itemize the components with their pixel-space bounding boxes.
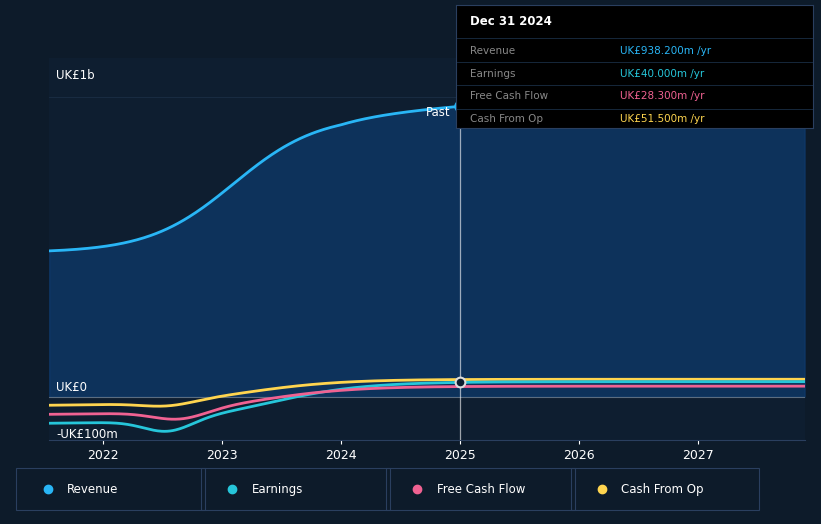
Text: Earnings: Earnings — [470, 69, 516, 79]
Text: Earnings: Earnings — [252, 483, 304, 496]
Text: UK£938.200m /yr: UK£938.200m /yr — [620, 46, 711, 56]
Text: UK£0: UK£0 — [57, 381, 87, 394]
Text: Free Cash Flow: Free Cash Flow — [470, 91, 548, 101]
Text: Dec 31 2024: Dec 31 2024 — [470, 15, 552, 28]
Text: UK£28.300m /yr: UK£28.300m /yr — [620, 91, 704, 101]
Text: Cash From Op: Cash From Op — [621, 483, 704, 496]
Text: Analysts Forecasts: Analysts Forecasts — [469, 106, 579, 119]
Text: UK£51.500m /yr: UK£51.500m /yr — [620, 114, 704, 124]
Text: Cash From Op: Cash From Op — [470, 114, 543, 124]
Text: -UK£100m: -UK£100m — [57, 428, 118, 441]
Text: UK£40.000m /yr: UK£40.000m /yr — [620, 69, 704, 79]
Text: Past: Past — [425, 106, 450, 119]
Text: UK£1b: UK£1b — [57, 69, 95, 82]
Text: Free Cash Flow: Free Cash Flow — [437, 483, 525, 496]
Text: Revenue: Revenue — [470, 46, 515, 56]
Text: Revenue: Revenue — [67, 483, 119, 496]
